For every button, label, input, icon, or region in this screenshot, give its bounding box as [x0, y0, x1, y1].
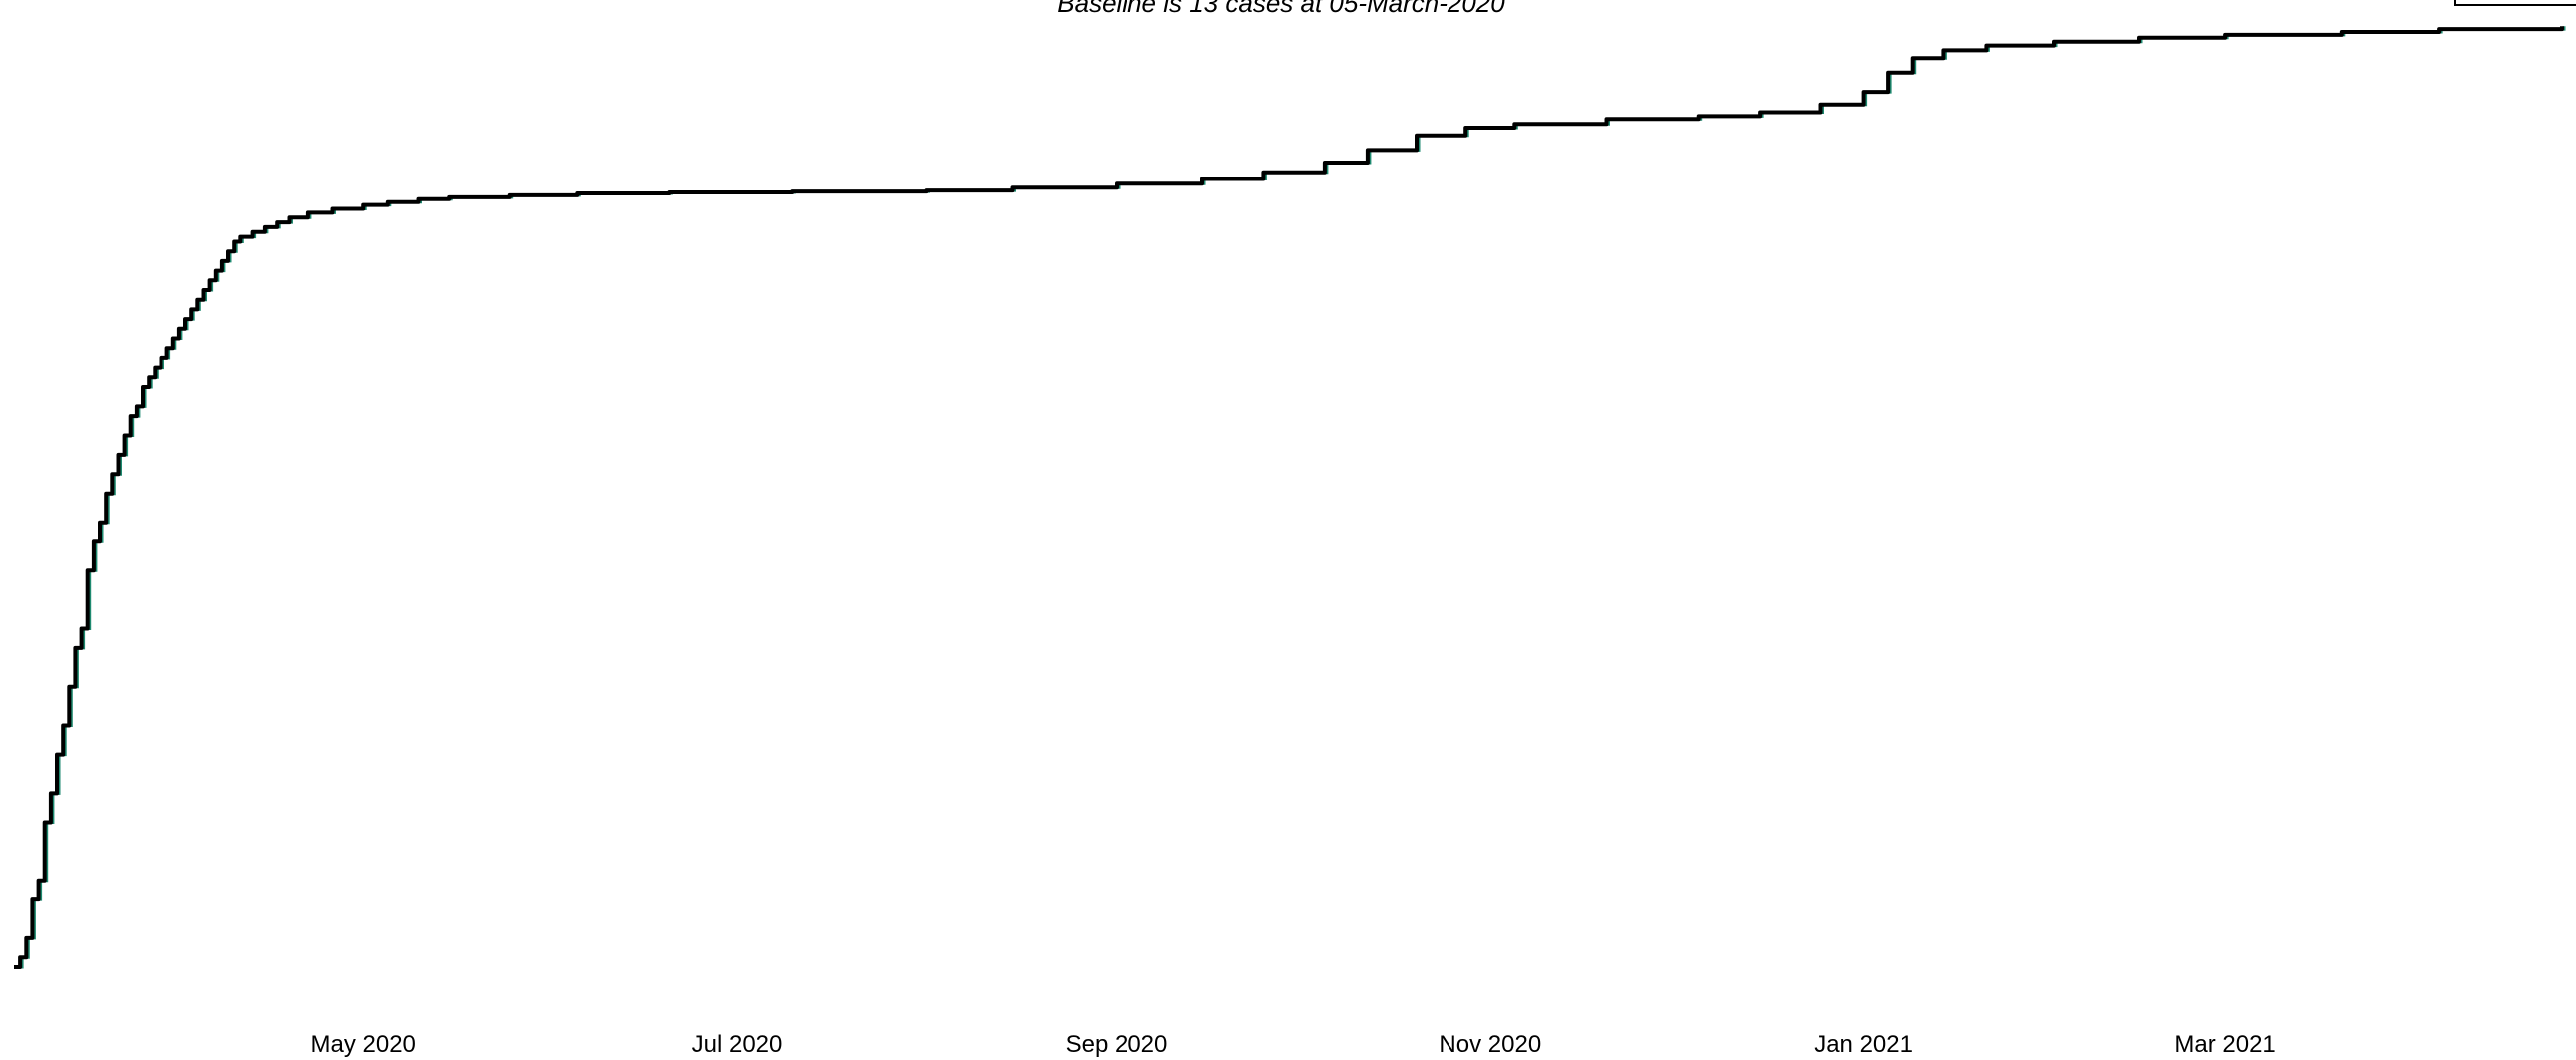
x-tick-label: Jan 2021	[1814, 1031, 1913, 1058]
series-group	[14, 26, 2566, 969]
series-line-shadow	[16, 26, 2566, 969]
x-tick-label: Nov 2020	[1439, 1031, 1541, 1058]
x-tick-label: Mar 2021	[2174, 1031, 2275, 1058]
x-tick-label: Sep 2020	[1066, 1031, 1168, 1058]
chart-subtitle: Baseline is 13 cases at 05-March-2020	[1057, 0, 1505, 18]
x-tick-label: Jul 2020	[692, 1031, 783, 1058]
x-tick-label: May 2020	[310, 1031, 415, 1058]
series-line	[14, 26, 2564, 969]
x-axis-ticks: May 2020 Jul 2020 Sep 2020 Nov 2020 Jan 2021…	[310, 1031, 2275, 1058]
legend-box	[2454, 0, 2576, 6]
